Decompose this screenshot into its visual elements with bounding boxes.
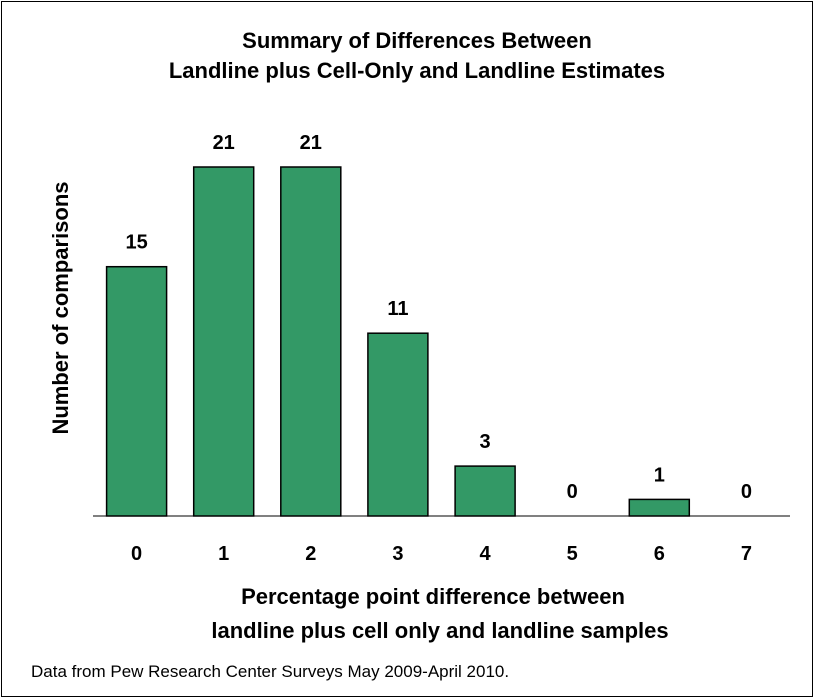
value-label-7: 0 — [741, 481, 752, 503]
bar-6 — [628, 498, 691, 517]
bar-0 — [105, 265, 168, 517]
bar-2 — [280, 166, 342, 517]
x-tick-label-6: 6 — [654, 543, 665, 565]
value-label-2: 21 — [300, 132, 322, 154]
bars-layer — [105, 166, 691, 517]
source-footnote: Data from Pew Research Center Surveys Ma… — [31, 662, 510, 681]
bar-3 — [367, 332, 429, 517]
value-labels-layer: 15 21 21 11 3 0 1 0 — [125, 132, 751, 503]
chart-title-line-1: Summary of Differences Between — [242, 28, 592, 53]
y-axis-label: Number of comparisons — [48, 181, 73, 434]
value-label-4: 3 — [480, 431, 491, 453]
x-tick-labels-layer: 0 1 2 3 4 5 6 7 — [131, 543, 752, 565]
value-label-5: 0 — [567, 481, 578, 503]
x-tick-label-1: 1 — [218, 543, 229, 565]
x-tick-label-0: 0 — [131, 543, 142, 565]
value-label-6: 1 — [654, 464, 665, 486]
bar-1 — [192, 166, 255, 517]
bar-4 — [454, 465, 516, 517]
x-tick-label-3: 3 — [392, 543, 403, 565]
x-tick-label-2: 2 — [305, 543, 316, 565]
x-axis-label-line-2: landline plus cell only and landline sam… — [211, 618, 668, 643]
value-label-1: 21 — [213, 132, 235, 154]
value-label-0: 15 — [125, 232, 147, 254]
x-tick-label-5: 5 — [567, 543, 578, 565]
x-tick-label-7: 7 — [741, 543, 752, 565]
chart-title-line-2: Landline plus Cell-Only and Landline Est… — [169, 58, 665, 83]
x-tick-label-4: 4 — [480, 543, 492, 565]
x-axis-label-line-1: Percentage point difference between — [241, 584, 625, 609]
value-label-3: 11 — [387, 298, 408, 320]
